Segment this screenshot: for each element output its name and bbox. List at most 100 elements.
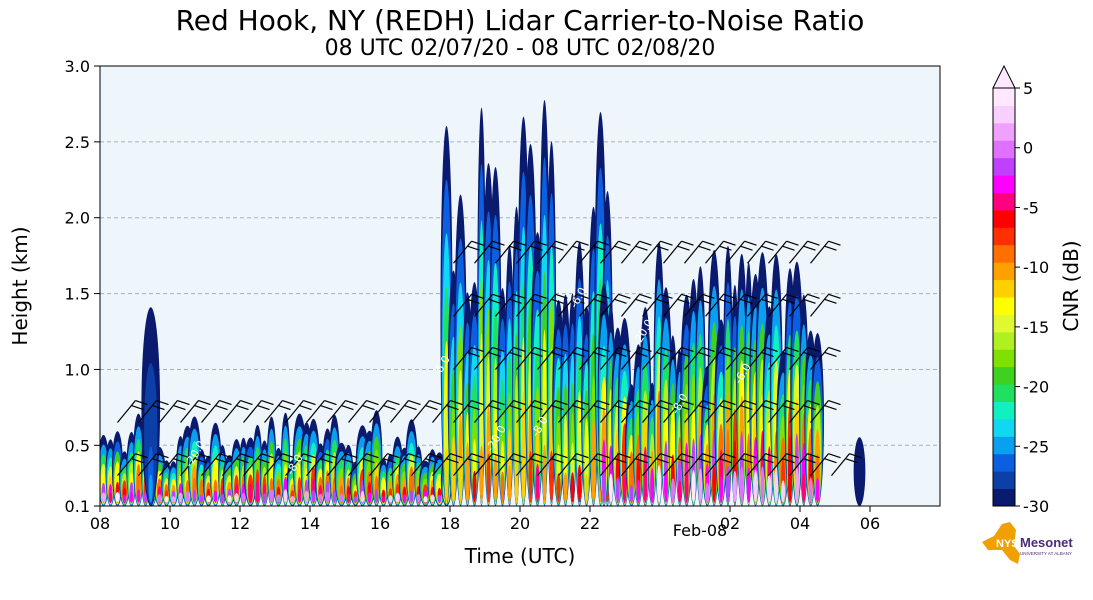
barb-shaft: [558, 240, 577, 264]
cnr-contour: [262, 493, 267, 503]
wind-barb: [159, 453, 190, 477]
wind-barb: [138, 453, 169, 477]
barb-flag: [404, 404, 417, 411]
y-tick-label: 1.5: [65, 285, 90, 304]
cnr-contour: [535, 463, 540, 503]
barb-flag: [635, 404, 648, 411]
wind-barb: [495, 453, 526, 477]
barb-flag: [786, 346, 799, 353]
wind-barb: [642, 453, 673, 477]
wind-barb: [432, 453, 463, 477]
cnr-contour: [381, 495, 386, 503]
y-tick-label: 3.0: [65, 57, 90, 76]
wind-barb: [726, 293, 757, 317]
barb-flag: [660, 346, 673, 353]
barb-flag: [509, 245, 522, 251]
barb-flag: [429, 399, 442, 406]
barb-flag: [534, 240, 547, 246]
barb-flag: [282, 453, 295, 459]
cnr-contour: [650, 484, 655, 503]
barb-flag: [593, 298, 606, 304]
barb-shaft: [579, 453, 598, 477]
wind-barb: [705, 399, 736, 423]
x-tick-label: 20: [510, 514, 530, 533]
x-tick-label: 14: [300, 514, 320, 533]
barb-flag: [320, 458, 333, 464]
barb-flag: [597, 240, 610, 246]
wind-barb: [705, 240, 736, 264]
barb-flag: [656, 404, 669, 411]
barb-shaft: [264, 453, 283, 477]
colorbar: 5 0 -5 -10 -15 -20 -25 -30: [992, 64, 1049, 516]
cnr-contour: [325, 491, 330, 503]
barb-shaft: [495, 400, 514, 423]
barb-flag: [576, 399, 589, 406]
barb-flag: [765, 240, 778, 246]
colorbar-segment: [993, 122, 1015, 141]
barb-flag: [723, 346, 736, 353]
barb-flag: [828, 346, 841, 353]
cnr-contour: [148, 474, 153, 503]
barb-flag: [807, 453, 820, 459]
barb-flag: [530, 458, 543, 464]
barb-shaft: [369, 453, 388, 477]
barb-flag: [257, 404, 270, 411]
cnr-contour: [395, 492, 400, 503]
barb-flag: [782, 298, 795, 304]
colorbar-segment: [993, 314, 1015, 333]
colorbar-segment: [993, 349, 1015, 368]
barb-shaft: [726, 453, 745, 477]
wind-barb: [516, 240, 547, 264]
barb-shaft: [243, 400, 262, 423]
barb-flag: [303, 453, 316, 459]
barb-flag: [639, 453, 652, 459]
colorbar-segment: [993, 366, 1015, 385]
wind-barb: [558, 453, 589, 477]
barb-flag: [513, 453, 526, 459]
barb-flag: [534, 346, 547, 353]
cnr-contour: [199, 494, 204, 503]
barb-flag: [614, 351, 627, 358]
cnr-contour: [206, 495, 211, 503]
wind-barb: [684, 293, 715, 317]
colorbar-segment: [993, 227, 1015, 246]
barb-flag: [257, 458, 270, 464]
wind-barb: [642, 346, 673, 370]
barb-shaft: [768, 453, 787, 477]
barb-flag: [656, 458, 669, 464]
barb-flag: [387, 399, 400, 406]
barb-flag: [513, 240, 526, 246]
barb-shaft: [453, 453, 472, 477]
barb-shaft: [222, 453, 241, 477]
barb-flag: [282, 399, 295, 406]
cnr-contour: [227, 495, 232, 503]
cnr-contour: [705, 482, 710, 503]
cnr-contour: [276, 494, 281, 503]
barb-flag: [744, 453, 757, 459]
wind-barb: [621, 240, 652, 264]
cnr-contour: [143, 492, 148, 503]
barb-shaft: [327, 400, 346, 423]
barb-flag: [572, 245, 585, 251]
barb-shaft: [747, 240, 766, 264]
barb-shaft: [663, 400, 682, 423]
barb-shaft: [537, 400, 556, 423]
chart-title: Red Hook, NY (REDH) Lidar Carrier-to-Noi…: [175, 4, 865, 37]
barb-shaft: [684, 347, 703, 370]
barb-flag: [761, 458, 774, 464]
barb-flag: [492, 346, 505, 353]
x-tick-label: 04: [790, 514, 810, 533]
wind-barb: [558, 399, 589, 423]
barb-flag: [366, 453, 379, 459]
cnr-contour: [857, 492, 862, 503]
cnr-contour: [409, 490, 414, 503]
barb-shaft: [642, 453, 661, 477]
barb-flag: [614, 404, 627, 411]
barb-shaft: [453, 400, 472, 423]
barb-flag: [530, 351, 543, 358]
barb-flag: [719, 298, 732, 304]
wind-barb: [663, 453, 694, 477]
barb-shaft: [663, 293, 682, 317]
wind-barb: [222, 399, 253, 423]
barb-flag: [471, 293, 484, 299]
